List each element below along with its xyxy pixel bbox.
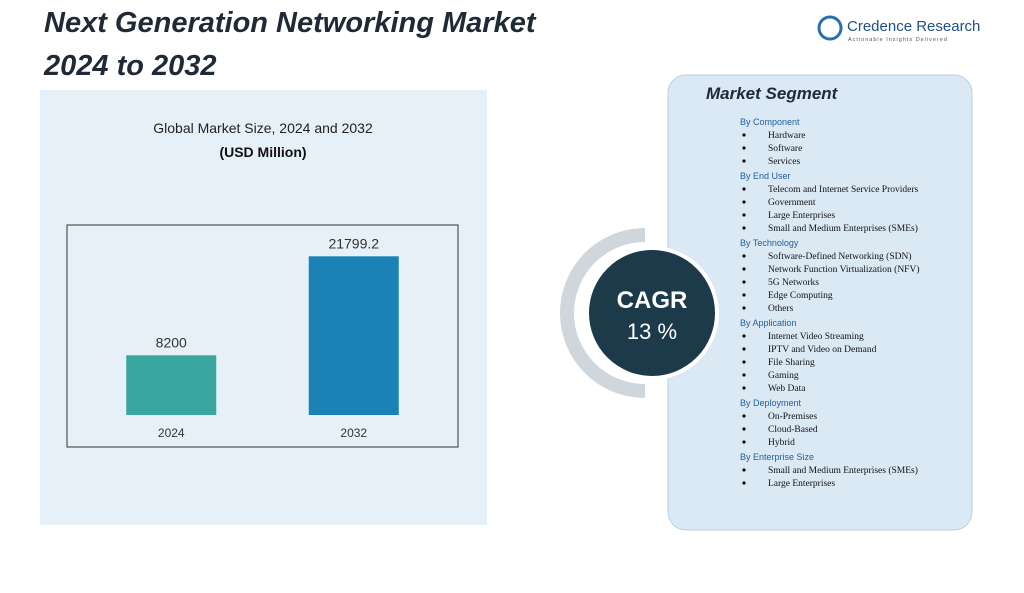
bullet: [742, 159, 746, 163]
bullet: [742, 306, 746, 310]
bullet: [742, 280, 746, 284]
segment-list: By Component Hardware Software Services By E…: [740, 117, 920, 489]
cagr-circle: [585, 246, 719, 380]
bullet: [742, 200, 746, 204]
segment-title: Market Segment: [706, 84, 839, 103]
x-tick-label: 2024: [158, 426, 185, 440]
segment-item: Gaming: [768, 371, 799, 381]
bullet: [742, 146, 746, 150]
segment-item: Edge Computing: [768, 291, 833, 301]
plot: 2024 8200 2032 21799.2: [126, 235, 399, 440]
bullet: [742, 373, 746, 377]
segment-item: Web Data: [768, 384, 806, 394]
bullet: [742, 360, 746, 364]
segment-item: Services: [768, 157, 800, 167]
segment-item: Cloud-Based: [768, 425, 818, 435]
segment-item: Software-Defined Networking (SDN): [768, 251, 912, 262]
bullet: [742, 213, 746, 217]
value-label: 8200: [156, 334, 187, 350]
bullet: [742, 427, 746, 431]
segment-item: Hybrid: [768, 438, 795, 448]
bar: [308, 256, 399, 415]
segment-item: Hardware: [768, 131, 805, 141]
bullet: [742, 481, 746, 485]
bullet: [742, 334, 746, 338]
title: Next Generation Networking Market: [44, 7, 537, 39]
chart-panel: [40, 90, 487, 525]
bullet: [742, 267, 746, 271]
x-tick-label: 2032: [340, 426, 367, 440]
value-label: 21799.2: [328, 235, 379, 251]
segment-item: Small and Medium Enterprises (SMEs): [768, 223, 918, 234]
segment-heading: By End User: [740, 171, 791, 181]
chart-title: Global Market Size, 2024 and 2032: [153, 120, 373, 136]
bullet: [742, 414, 746, 418]
bullet: [742, 347, 746, 351]
segment-item: Others: [768, 304, 794, 314]
bullet: [742, 386, 746, 390]
segment-heading: By Deployment: [740, 398, 802, 408]
segment-heading: By Component: [740, 117, 800, 127]
logo-tagline: Actionable Insights Delivered: [848, 37, 948, 43]
bar: [126, 355, 217, 415]
bullet: [742, 133, 746, 137]
segment-heading: By Application: [740, 318, 797, 328]
logo-icon: [817, 15, 843, 41]
segment-heading: By Enterprise Size: [740, 452, 814, 462]
logo-name: Credence Research: [847, 18, 980, 35]
bullet: [742, 468, 746, 472]
segment-item: IPTV and Video on Demand: [768, 345, 877, 355]
cagr-ring: [560, 228, 646, 398]
segment-item: Internet Video Streaming: [768, 332, 864, 342]
bullet: [742, 440, 746, 444]
segment-item: Large Enterprises: [768, 211, 835, 221]
segment-item: Software: [768, 143, 802, 154]
cagr-value: 13 %: [627, 319, 677, 344]
segment-heading: By Technology: [740, 238, 799, 248]
logo: Credence Research Actionable Insights De…: [817, 15, 980, 43]
title: 2024 to 2032: [43, 50, 217, 82]
bullet: [742, 226, 746, 230]
segment-item: Government: [768, 198, 816, 208]
cagr-label: CAGR: [617, 287, 688, 314]
segment-item: On-Premises: [768, 412, 817, 422]
chart-subtitle: (USD Million): [219, 144, 306, 160]
segment-item: Small and Medium Enterprises (SMEs): [768, 465, 918, 476]
segment-item: File Sharing: [768, 358, 815, 368]
bullet: [742, 254, 746, 258]
segment-item: Large Enterprises: [768, 479, 835, 489]
bullet: [742, 293, 746, 297]
segment-item: Network Function Virtualization (NFV): [768, 264, 920, 275]
segment-item: Telecom and Internet Service Providers: [768, 185, 919, 195]
plot-frame: [66, 224, 459, 448]
segment-item: 5G Networks: [768, 278, 819, 288]
bullet: [742, 187, 746, 191]
